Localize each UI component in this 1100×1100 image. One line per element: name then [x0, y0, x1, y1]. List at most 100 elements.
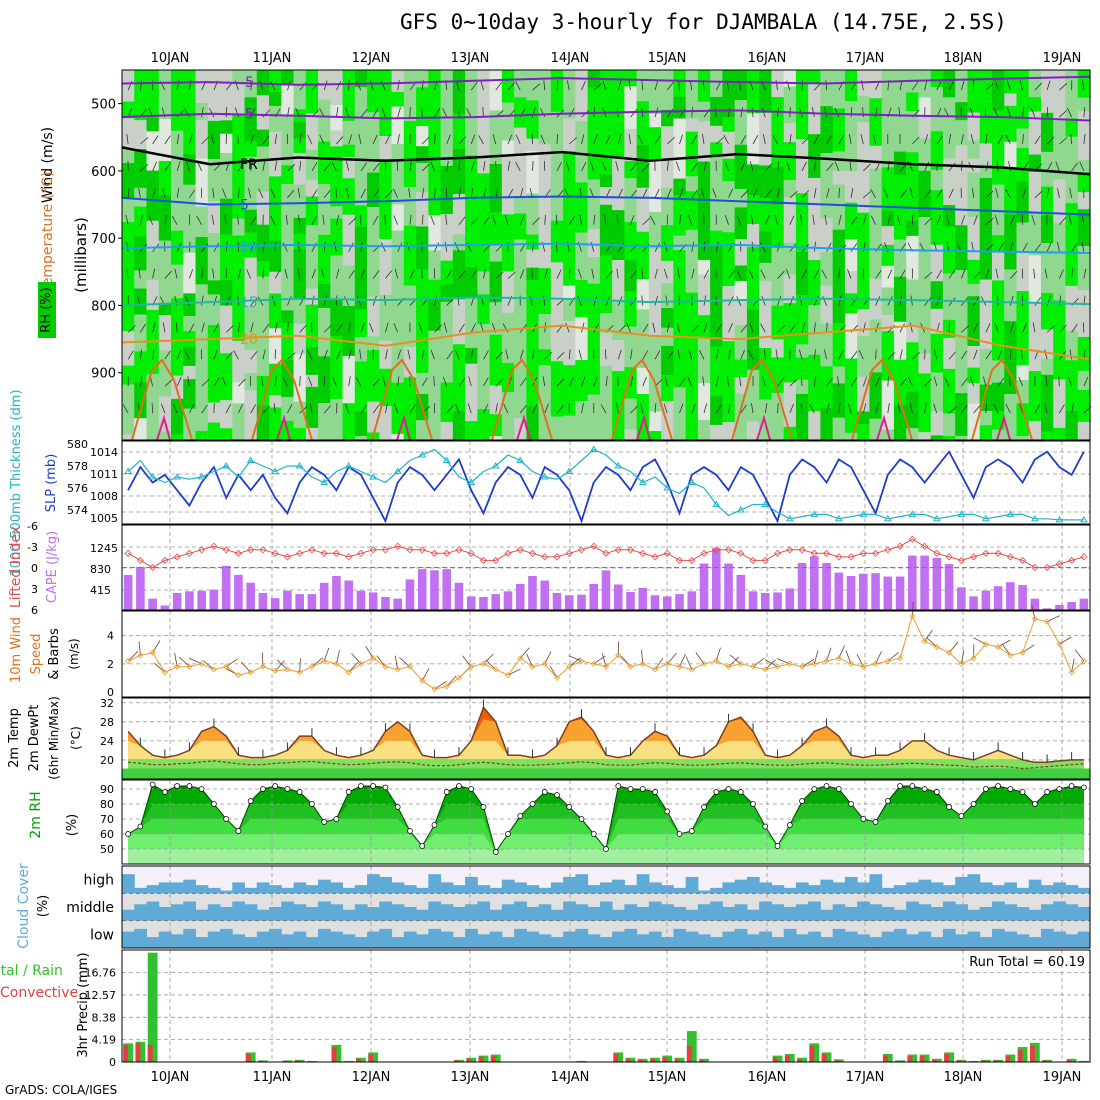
wind-speed-point [1056, 641, 1063, 648]
cloud-bar [403, 907, 417, 921]
rh-cell [955, 102, 969, 121]
rh-cell [636, 309, 650, 353]
isotherm-line [156, 414, 171, 441]
wind-barb [715, 268, 717, 279]
wind-barb [343, 296, 350, 306]
wind-barb [394, 268, 399, 279]
rh-cell [599, 187, 613, 205]
rh-cell [783, 382, 797, 427]
cloud-bar [673, 887, 687, 894]
wind-barb [740, 404, 747, 414]
rh-cell [783, 123, 797, 143]
cloud-bar [281, 934, 295, 948]
wind-barb [515, 81, 521, 91]
wind-speed-point [517, 655, 524, 662]
wind-barb [848, 134, 852, 145]
rh-cell [183, 379, 197, 409]
wind-axis-label-1: 10m Wind [9, 617, 24, 683]
rh-point [676, 831, 683, 837]
wind-barb [323, 241, 326, 252]
rh-cell [367, 350, 380, 402]
rh-cell [942, 368, 956, 382]
precip-convective-bar [368, 1054, 374, 1062]
rh-cell [538, 268, 552, 315]
wind-barb [960, 134, 964, 145]
wind-barb [1067, 107, 1072, 118]
wind-barb [688, 349, 693, 360]
rh-point [260, 786, 266, 792]
rh-point [198, 786, 205, 792]
lifted-index-point [479, 556, 488, 564]
cloud-bar [991, 901, 1005, 921]
rh-cell [1004, 169, 1018, 215]
rh-cell [367, 296, 380, 337]
rh-point [419, 843, 426, 849]
wind-barb [875, 376, 881, 387]
isotherm-line [121, 242, 1091, 254]
rh-cell [305, 386, 319, 428]
rh-cell [771, 223, 785, 249]
cloud-bar [452, 907, 466, 921]
wind-barb [187, 376, 190, 387]
cloud-bar [256, 882, 270, 894]
rh-cell [1077, 336, 1091, 371]
lifted-index-point [271, 549, 279, 557]
wind-barb [369, 80, 374, 91]
rh-cell [1028, 302, 1042, 346]
wind-barb [703, 241, 706, 252]
rh-cell [183, 88, 197, 126]
rh-cell [881, 287, 895, 315]
wind-speed-point [284, 666, 291, 673]
rh-cell [612, 340, 625, 372]
rh-cell [1040, 186, 1054, 216]
cape-bar [344, 580, 353, 610]
wind-barb [201, 322, 205, 333]
wind-barb [728, 323, 733, 333]
rh-cell [918, 116, 932, 139]
date-label-bottom: 13JAN [451, 1070, 490, 1085]
rh-cell [746, 164, 760, 196]
rh-cell [342, 178, 356, 215]
wind-barb [772, 134, 778, 145]
rh-cell [563, 297, 576, 321]
rh-cell [489, 124, 503, 165]
rh-cell [550, 205, 564, 221]
precip-convective-bar [135, 1043, 141, 1062]
rh-cell [158, 280, 172, 303]
wind-barb [565, 161, 570, 172]
cloud-bar [587, 934, 601, 948]
cloud-bar [183, 928, 197, 948]
rh-cell [759, 297, 773, 349]
rh-cell [134, 351, 148, 383]
precip-tick-label: 16.76 [85, 967, 117, 980]
cloud-bar [1040, 885, 1054, 894]
wind-barb [336, 107, 339, 118]
rh-point [468, 786, 475, 792]
rh-cell [330, 173, 344, 207]
wind-speed-point [578, 657, 585, 665]
rh-cell [991, 308, 1005, 361]
wind-barb [887, 352, 896, 360]
rh-cell [305, 149, 319, 181]
rh-cell [465, 421, 478, 440]
wind-barb [749, 322, 754, 333]
wind-barb [466, 108, 472, 118]
wind-barb [728, 270, 735, 279]
precip-convective-bar [454, 1060, 459, 1062]
thickness-tick-label: 580 [67, 438, 88, 451]
wind-barb [444, 241, 448, 252]
cloud-bar [869, 904, 883, 921]
wind-barb [434, 295, 437, 306]
rh-point [688, 828, 695, 834]
wind-barb [311, 657, 323, 667]
li-tick-label: 3 [31, 583, 38, 596]
precip-convective-bar [662, 1057, 668, 1062]
wind-barb [1034, 243, 1042, 252]
lifted-index-point [222, 546, 230, 554]
wind-barb [258, 188, 264, 198]
wind-barb [924, 217, 933, 226]
precip-convective-bar [123, 1044, 129, 1062]
rh-cell [955, 270, 969, 305]
precip-total-bar [147, 952, 158, 1062]
rh-point [897, 783, 903, 789]
